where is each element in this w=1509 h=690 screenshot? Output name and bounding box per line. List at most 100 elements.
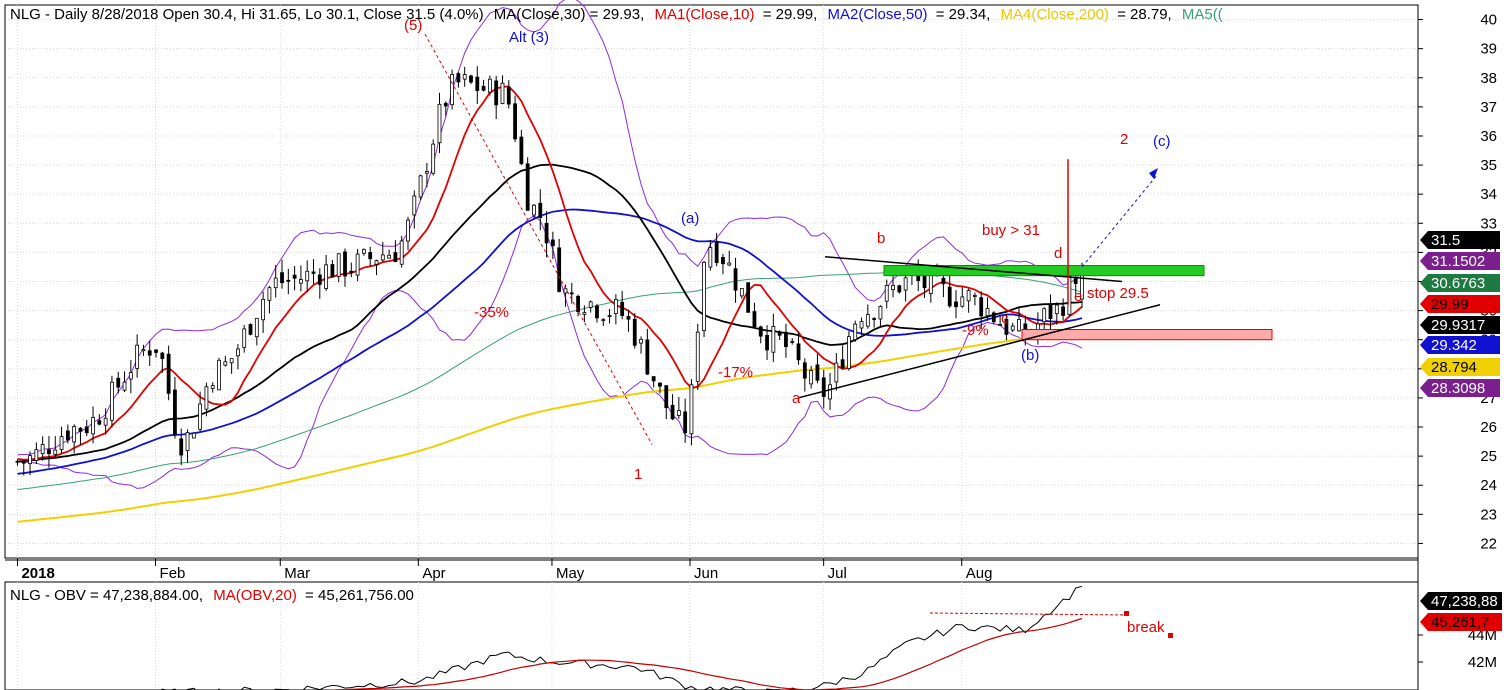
candle-body <box>828 384 832 400</box>
y-tick-label: 25 <box>1480 448 1497 465</box>
y-tick-label: 39 <box>1480 41 1497 58</box>
candle-body <box>695 331 700 382</box>
candle-body <box>1073 278 1078 284</box>
stop-zone <box>1021 329 1273 341</box>
candle-body <box>569 292 574 295</box>
price-tag: 29.9317 <box>1420 316 1500 334</box>
label-wave-a-paren: (a) <box>681 210 699 227</box>
candle-body <box>544 222 549 244</box>
candle-body <box>991 312 996 323</box>
candle-body <box>645 339 650 375</box>
candle-body <box>1054 304 1059 315</box>
candle-body <box>821 377 826 398</box>
y-tick-label: 35 <box>1480 157 1497 174</box>
candle-body <box>714 241 719 264</box>
candle-body <box>286 279 291 282</box>
candle-body <box>607 315 612 318</box>
candle-body <box>280 272 284 284</box>
buy-zone <box>883 264 1205 277</box>
candle-body <box>40 444 45 455</box>
candle-body <box>878 306 883 320</box>
price-candles <box>15 66 1084 476</box>
triangle-upper-line <box>824 256 1123 283</box>
candle-body <box>317 274 322 285</box>
candle-body <box>563 288 568 294</box>
price-tag: 30.6763 <box>1420 274 1500 292</box>
ma10-line <box>17 85 1083 461</box>
candle-body <box>154 349 158 353</box>
obv-grid <box>16 582 963 690</box>
candle-body <box>103 417 108 426</box>
candle-body <box>273 277 278 289</box>
candle-body <box>267 287 272 301</box>
price-tag-label: 31.5 <box>1431 232 1460 249</box>
label-wave-a: a <box>792 390 801 407</box>
obv-axis: 42M 44M 47,238,88 45,261,7 <box>1418 592 1502 671</box>
candle-body <box>179 438 184 456</box>
candle-body <box>865 314 870 327</box>
candle-body <box>1042 308 1047 323</box>
candle-body <box>765 334 769 351</box>
obv-tag-label: 47,238,88 <box>1431 593 1498 610</box>
candle-body <box>324 264 329 289</box>
candle-body <box>236 348 240 357</box>
candle-body <box>777 331 782 336</box>
candle-body <box>1061 306 1066 316</box>
obv-y-tick-label: 44M <box>1468 627 1497 644</box>
x-tick-label: Feb <box>160 565 186 582</box>
candle-body <box>1010 325 1015 331</box>
candle-body <box>595 305 599 319</box>
candle-body <box>620 301 625 316</box>
date-axis: 2018 Feb Mar Apr May Jun Jul Aug <box>5 558 1418 582</box>
obv-tag-bg <box>1420 592 1502 610</box>
main-panel-frame <box>4 4 1419 559</box>
candle-body <box>424 171 429 174</box>
candle-body <box>651 376 656 382</box>
candle-body <box>72 426 77 443</box>
y-tick-label: 26 <box>1480 419 1497 436</box>
candle-body <box>299 279 303 284</box>
candle-body <box>840 359 845 369</box>
candle-body <box>418 175 423 198</box>
candle-body <box>601 319 606 322</box>
candle-body <box>1004 318 1009 335</box>
candle-body <box>110 381 114 421</box>
candle-body <box>399 240 404 265</box>
label-wave-e: e <box>1074 288 1082 305</box>
candle-body <box>362 249 366 254</box>
candle-body <box>242 328 247 348</box>
decline-dashed-line <box>424 33 653 445</box>
annotation-shapes <box>424 33 1273 445</box>
candle-body <box>311 271 316 274</box>
candle-body <box>664 385 669 409</box>
candle-body <box>613 298 618 315</box>
price-tag-bg <box>1420 295 1500 313</box>
y-tick-label: 33 <box>1480 215 1497 232</box>
candle-body <box>960 296 965 307</box>
candle-body <box>809 370 814 385</box>
candle-body <box>91 417 95 435</box>
candle-body <box>922 275 927 289</box>
candle-body <box>1048 303 1053 320</box>
candle-body <box>752 311 757 328</box>
candle-body <box>185 432 190 452</box>
candle-body <box>525 163 530 211</box>
candle-body <box>343 251 347 277</box>
label-wave-b: b <box>877 230 885 247</box>
candle-body <box>116 377 121 388</box>
candle-body <box>198 403 203 430</box>
candle-body <box>15 460 20 463</box>
candle-body <box>557 247 562 292</box>
label-wave-d: d <box>1054 245 1062 262</box>
y-tick-label: 40 <box>1480 12 1497 29</box>
candle-body <box>261 299 266 321</box>
candle-body <box>658 382 662 387</box>
candle-body <box>973 295 977 297</box>
x-tick-label: Apr <box>422 565 445 582</box>
candle-body <box>632 318 637 346</box>
candle-body <box>65 430 70 441</box>
obv-tag-label: 45,261,7 <box>1431 614 1489 631</box>
obv-series <box>160 585 1173 690</box>
candle-body <box>519 136 524 165</box>
candle-body <box>588 301 593 308</box>
